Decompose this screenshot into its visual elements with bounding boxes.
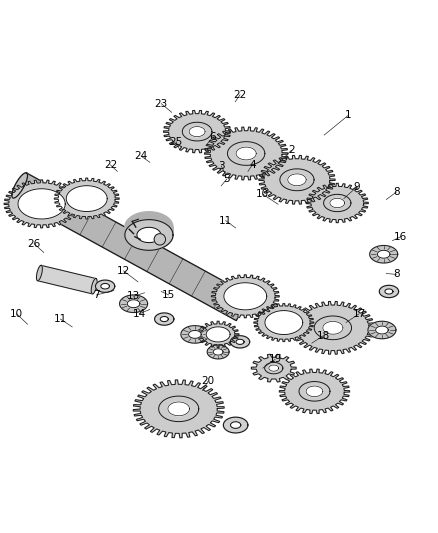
Polygon shape [66,185,107,212]
Polygon shape [236,340,244,344]
Polygon shape [251,354,296,382]
Polygon shape [168,402,190,416]
Text: 4: 4 [249,160,256,170]
Polygon shape [230,422,241,429]
Polygon shape [198,321,239,348]
Polygon shape [213,349,223,355]
Polygon shape [224,282,267,310]
Text: 9: 9 [353,182,360,192]
Polygon shape [254,304,314,342]
Polygon shape [189,126,205,136]
Polygon shape [91,279,97,294]
Polygon shape [155,313,174,325]
Polygon shape [323,321,343,334]
Text: 3: 3 [218,161,225,171]
Polygon shape [227,142,265,165]
Polygon shape [137,227,161,243]
Polygon shape [370,246,398,263]
Text: 19: 19 [268,354,282,365]
Polygon shape [265,362,283,374]
Polygon shape [13,173,250,320]
Text: 8: 8 [393,269,400,279]
Polygon shape [288,174,306,185]
Text: 26: 26 [28,239,41,249]
Polygon shape [4,180,79,228]
Text: 22: 22 [233,90,247,100]
Text: 6: 6 [209,132,216,142]
Polygon shape [125,212,173,251]
Text: 11: 11 [219,215,232,225]
Text: 2: 2 [288,146,295,156]
Text: 5: 5 [223,174,230,184]
Polygon shape [12,173,28,198]
Polygon shape [101,284,110,289]
Polygon shape [299,382,330,401]
Polygon shape [182,122,212,141]
Text: 25: 25 [170,136,183,147]
Text: 8: 8 [393,187,400,197]
Text: 10: 10 [10,309,23,319]
Polygon shape [291,302,374,354]
Text: 7: 7 [93,290,100,300]
Polygon shape [385,289,393,294]
Polygon shape [269,365,279,371]
Polygon shape [280,169,314,191]
Polygon shape [314,316,352,340]
Polygon shape [95,280,115,292]
Text: 22: 22 [104,160,117,170]
Polygon shape [160,317,168,321]
Polygon shape [205,127,288,180]
Text: 17: 17 [353,309,366,319]
Polygon shape [38,265,96,294]
Text: 20: 20 [201,376,215,386]
Polygon shape [376,326,388,334]
Text: 16: 16 [394,232,407,242]
Polygon shape [212,275,279,318]
Polygon shape [259,156,335,204]
Polygon shape [236,147,256,160]
Polygon shape [265,311,303,335]
Text: 14: 14 [133,309,146,319]
Polygon shape [378,251,390,258]
Polygon shape [189,330,201,338]
Polygon shape [181,326,209,343]
Polygon shape [133,380,224,438]
Text: 15: 15 [162,290,175,300]
Polygon shape [206,327,230,342]
Text: 23: 23 [155,99,168,109]
Polygon shape [127,300,140,308]
Text: 12: 12 [117,266,130,276]
Polygon shape [324,195,351,212]
Text: 24: 24 [134,151,148,161]
Polygon shape [306,183,368,223]
Polygon shape [368,321,396,339]
Text: 18: 18 [317,330,330,341]
Polygon shape [279,369,350,414]
Text: 11: 11 [54,314,67,324]
Polygon shape [125,220,173,251]
Polygon shape [230,336,250,348]
Text: 1: 1 [345,110,352,120]
Text: 10: 10 [256,189,269,199]
Polygon shape [223,417,248,433]
Polygon shape [306,386,323,397]
Polygon shape [120,295,148,312]
Polygon shape [159,396,199,422]
Polygon shape [36,265,42,281]
Polygon shape [54,178,119,219]
Polygon shape [330,198,345,208]
Text: 13: 13 [127,291,140,301]
Polygon shape [379,285,399,297]
Polygon shape [207,345,229,359]
Polygon shape [18,189,65,219]
Polygon shape [163,110,231,153]
Circle shape [154,233,166,245]
